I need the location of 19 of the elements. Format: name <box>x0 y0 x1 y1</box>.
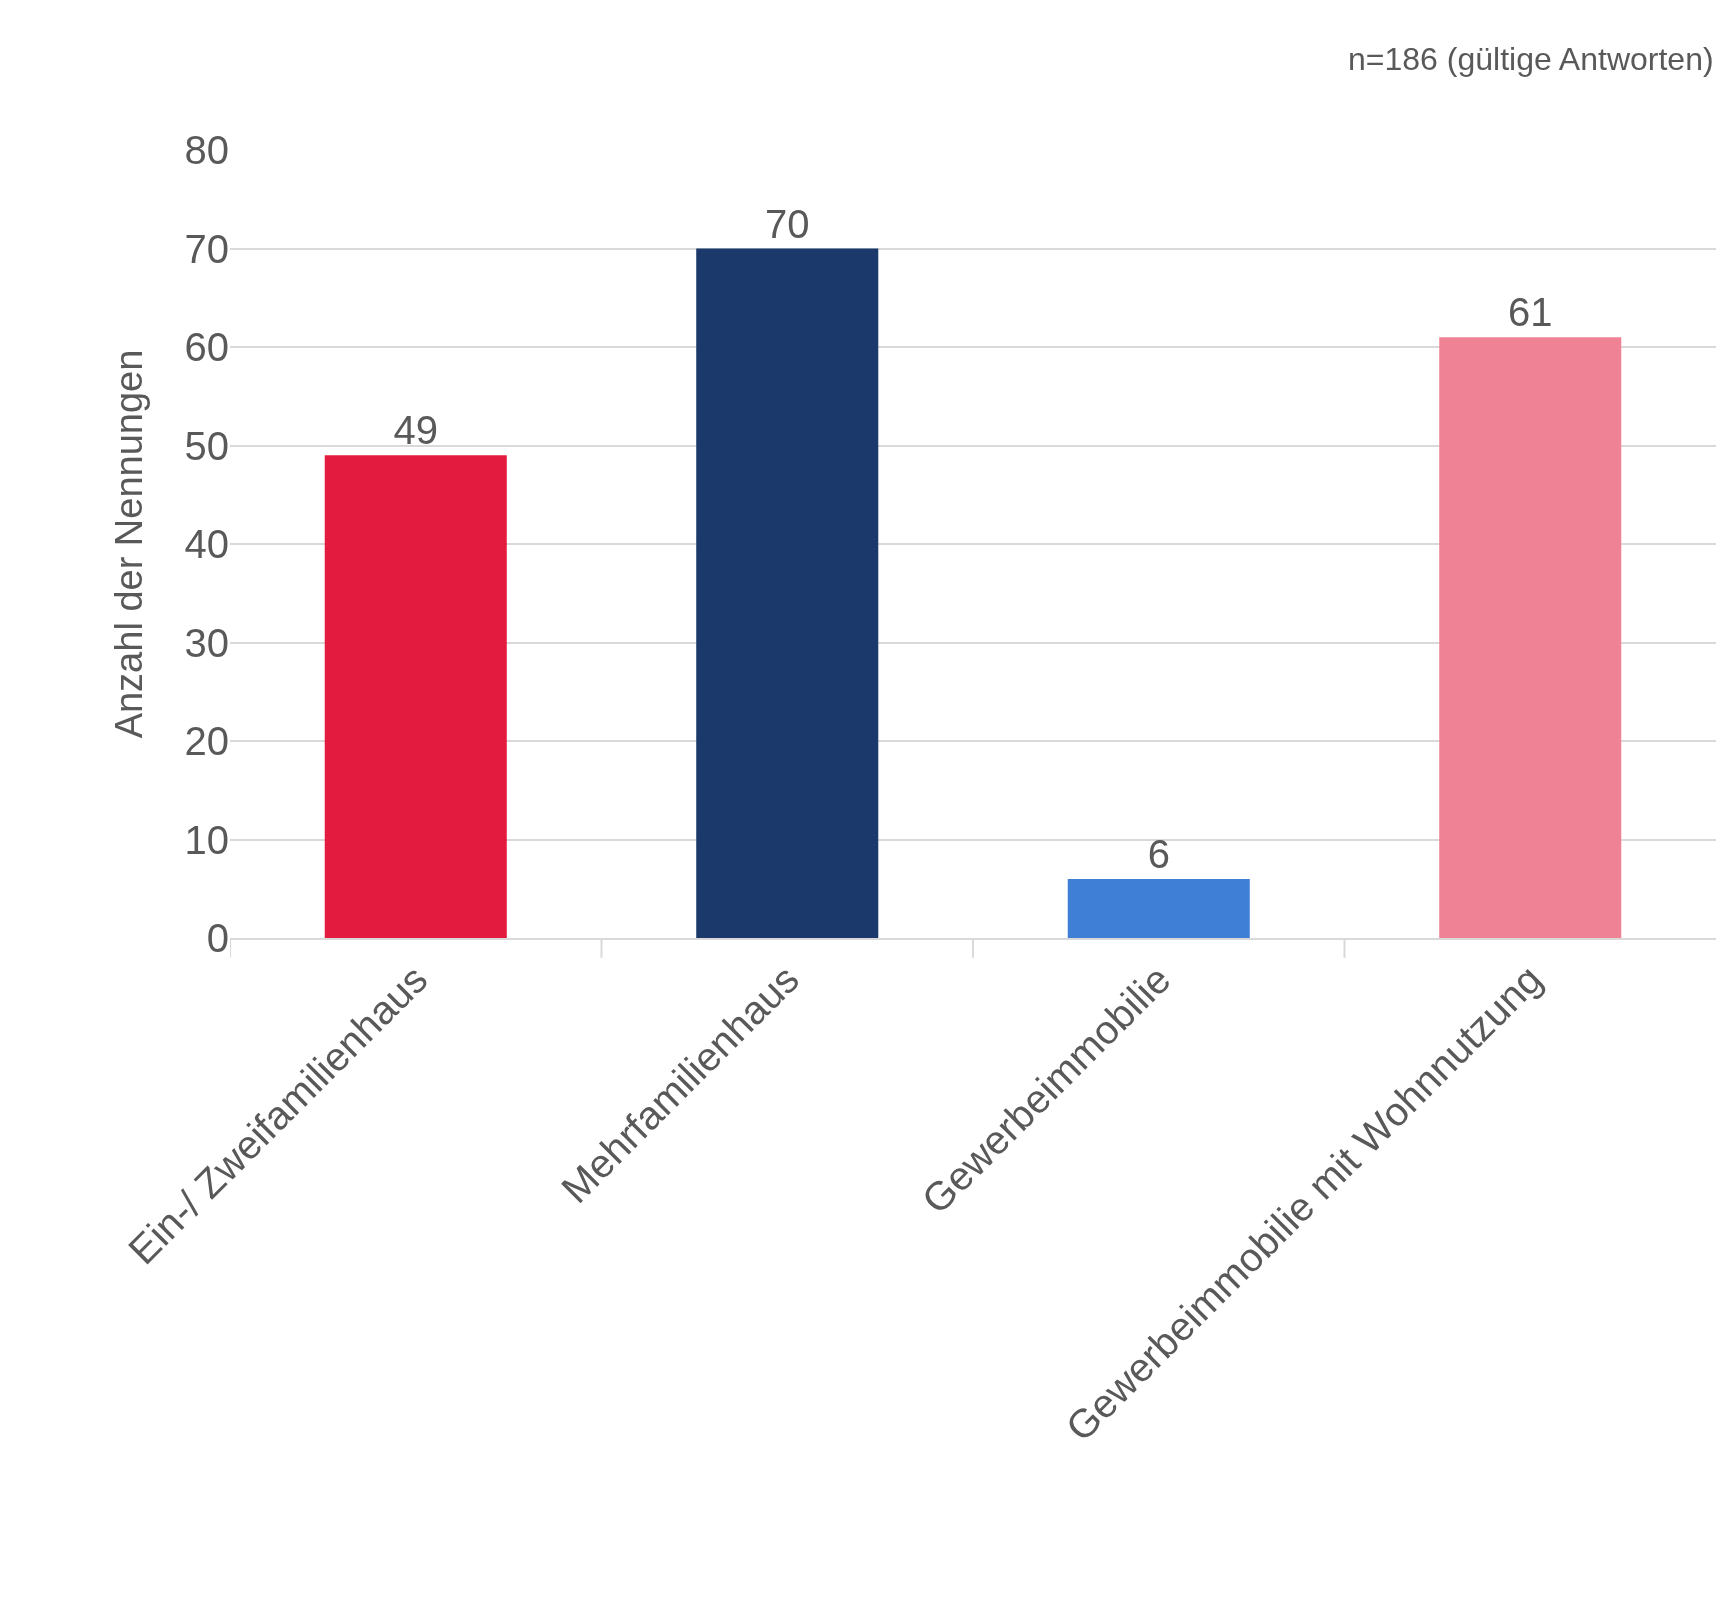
y-tick-label: 70 <box>184 226 229 271</box>
y-axis-title: Anzahl der Nennungen <box>107 349 150 739</box>
data-label: 6 <box>1147 831 1170 876</box>
y-tick-label: 10 <box>184 817 229 862</box>
y-tick-label: 30 <box>184 620 229 665</box>
y-tick-label: 20 <box>184 719 229 763</box>
bar <box>1067 878 1250 938</box>
y-tick-label: 40 <box>184 522 229 566</box>
data-label: 49 <box>393 408 438 453</box>
y-tick-label: 80 <box>184 128 229 172</box>
y-tick-label: 50 <box>184 423 229 468</box>
text: n=186 (gültige Antworten) <box>1348 41 1714 77</box>
bar <box>324 455 507 938</box>
data-label: 70 <box>765 201 810 246</box>
bar <box>696 248 879 938</box>
y-tick-label: 60 <box>184 325 229 369</box>
bar <box>1439 337 1622 938</box>
data-label: 61 <box>1508 290 1553 335</box>
y-tick-label: 0 <box>206 916 229 960</box>
